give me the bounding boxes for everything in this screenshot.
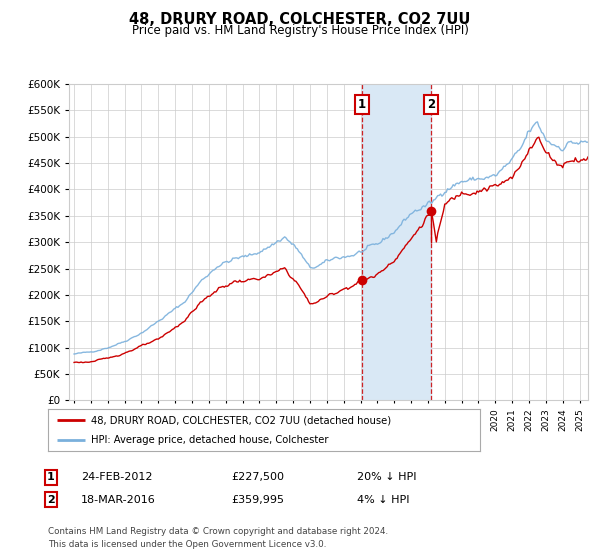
Text: 24-FEB-2012: 24-FEB-2012 [81,472,152,482]
Text: 4% ↓ HPI: 4% ↓ HPI [357,494,409,505]
Text: 1: 1 [47,472,55,482]
Text: 2: 2 [47,494,55,505]
Text: 48, DRURY ROAD, COLCHESTER, CO2 7UU (detached house): 48, DRURY ROAD, COLCHESTER, CO2 7UU (det… [91,415,391,425]
Text: 48, DRURY ROAD, COLCHESTER, CO2 7UU: 48, DRURY ROAD, COLCHESTER, CO2 7UU [130,12,470,27]
Text: Contains HM Land Registry data © Crown copyright and database right 2024.: Contains HM Land Registry data © Crown c… [48,528,388,536]
Text: £227,500: £227,500 [231,472,284,482]
Text: 18-MAR-2016: 18-MAR-2016 [81,494,156,505]
Text: This data is licensed under the Open Government Licence v3.0.: This data is licensed under the Open Gov… [48,540,326,549]
Text: 1: 1 [358,98,366,111]
Text: £359,995: £359,995 [231,494,284,505]
Bar [362,84,431,400]
Text: 20% ↓ HPI: 20% ↓ HPI [357,472,416,482]
Text: 2: 2 [427,98,435,111]
Text: Price paid vs. HM Land Registry's House Price Index (HPI): Price paid vs. HM Land Registry's House … [131,24,469,36]
Text: HPI: Average price, detached house, Colchester: HPI: Average price, detached house, Colc… [91,435,329,445]
